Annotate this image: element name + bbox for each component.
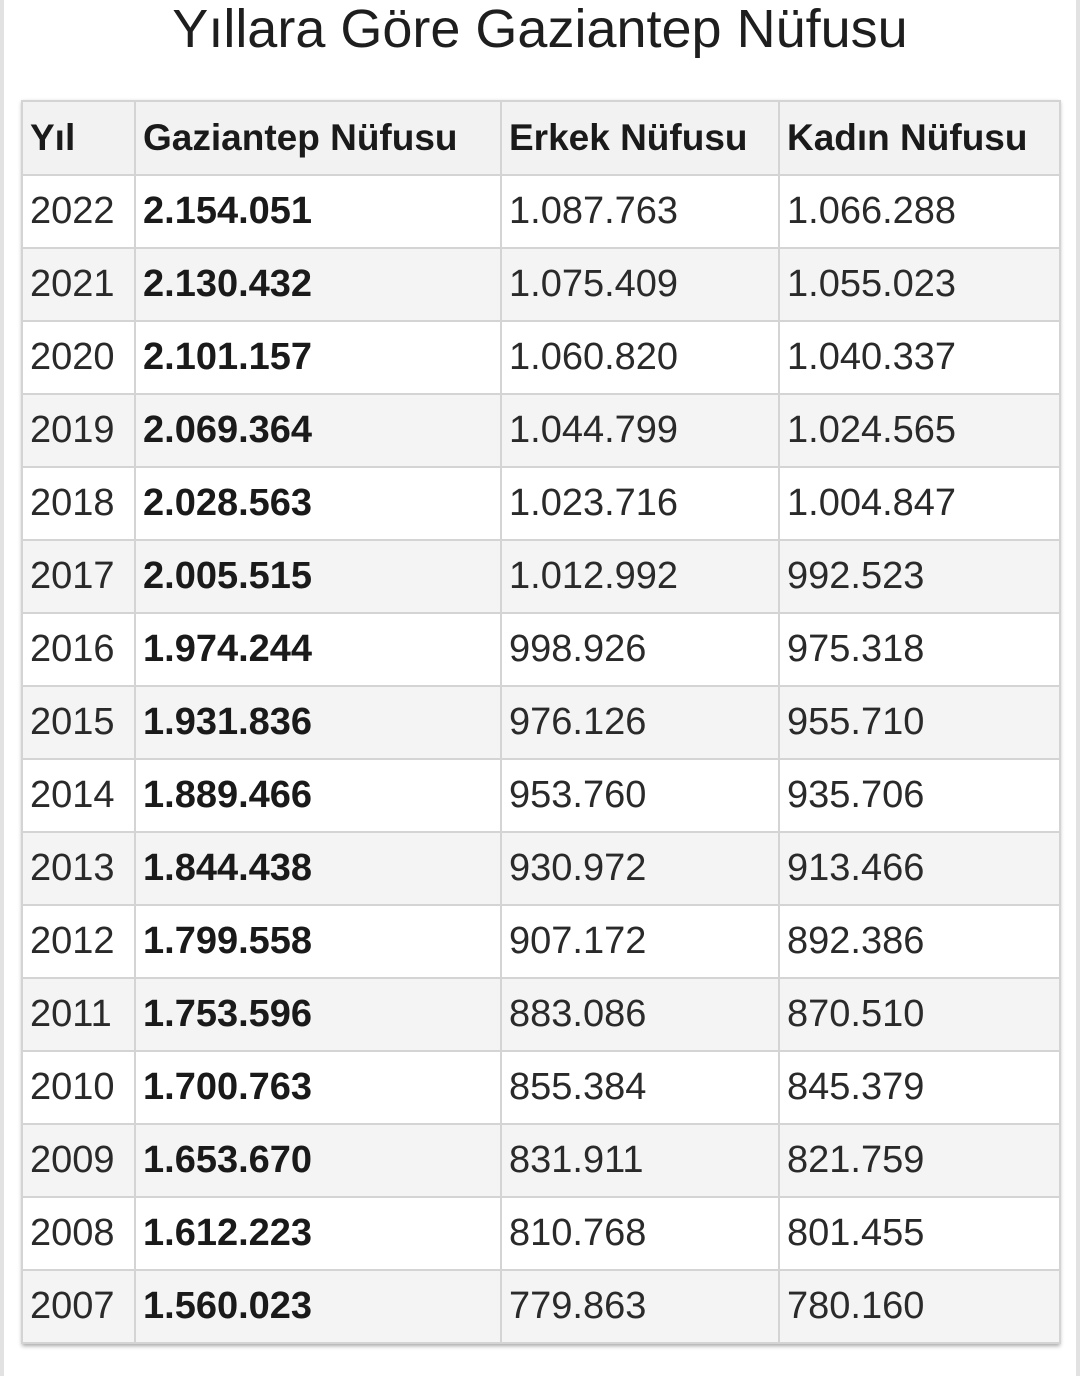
table-row: 2013 1.844.438 930.972 913.466 xyxy=(21,831,1061,906)
cell-year: 2009 xyxy=(21,1123,136,1198)
cell-female: 821.759 xyxy=(778,1123,1061,1198)
table-row: 2022 2.154.051 1.087.763 1.066.288 xyxy=(21,174,1061,249)
population-table: Yıl Gaziantep Nüfusu Erkek Nüfusu Kadın … xyxy=(21,100,1061,1344)
cell-male: 1.023.716 xyxy=(500,466,780,541)
cell-female: 955.710 xyxy=(778,685,1061,760)
cell-year: 2013 xyxy=(21,831,136,906)
cell-male: 883.086 xyxy=(500,977,780,1052)
cell-total: 1.653.670 xyxy=(134,1123,502,1198)
header-total-population: Gaziantep Nüfusu xyxy=(134,100,502,176)
table-row: 2008 1.612.223 810.768 801.455 xyxy=(21,1196,1061,1271)
cell-female: 1.004.847 xyxy=(778,466,1061,541)
cell-year: 2019 xyxy=(21,393,136,468)
cell-total: 1.753.596 xyxy=(134,977,502,1052)
table-row: 2019 2.069.364 1.044.799 1.024.565 xyxy=(21,393,1061,468)
table-row: 2014 1.889.466 953.760 935.706 xyxy=(21,758,1061,833)
table-row: 2007 1.560.023 779.863 780.160 xyxy=(21,1269,1061,1344)
cell-male: 907.172 xyxy=(500,904,780,979)
cell-year: 2007 xyxy=(21,1269,136,1344)
cell-year: 2022 xyxy=(21,174,136,249)
table-row: 2010 1.700.763 855.384 845.379 xyxy=(21,1050,1061,1125)
table-header: Yıl Gaziantep Nüfusu Erkek Nüfusu Kadın … xyxy=(21,100,1061,176)
cell-female: 780.160 xyxy=(778,1269,1061,1344)
cell-total: 1.974.244 xyxy=(134,612,502,687)
cell-year: 2020 xyxy=(21,320,136,395)
cell-total: 2.130.432 xyxy=(134,247,502,322)
cell-total: 2.101.157 xyxy=(134,320,502,395)
cell-year: 2016 xyxy=(21,612,136,687)
cell-year: 2017 xyxy=(21,539,136,614)
cell-female: 1.066.288 xyxy=(778,174,1061,249)
cell-male: 779.863 xyxy=(500,1269,780,1344)
population-table-container: Yıl Gaziantep Nüfusu Erkek Nüfusu Kadın … xyxy=(21,100,1061,1344)
cell-female: 892.386 xyxy=(778,904,1061,979)
cell-female: 1.024.565 xyxy=(778,393,1061,468)
cell-male: 1.044.799 xyxy=(500,393,780,468)
cell-female: 1.040.337 xyxy=(778,320,1061,395)
table-row: 2012 1.799.558 907.172 892.386 xyxy=(21,904,1061,979)
table-row: 2015 1.931.836 976.126 955.710 xyxy=(21,685,1061,760)
cell-female: 975.318 xyxy=(778,612,1061,687)
cell-male: 1.075.409 xyxy=(500,247,780,322)
cell-total: 1.700.763 xyxy=(134,1050,502,1125)
cell-total: 1.799.558 xyxy=(134,904,502,979)
cell-year: 2015 xyxy=(21,685,136,760)
table-row: 2020 2.101.157 1.060.820 1.040.337 xyxy=(21,320,1061,395)
cell-total: 2.005.515 xyxy=(134,539,502,614)
table-row: 2021 2.130.432 1.075.409 1.055.023 xyxy=(21,247,1061,322)
cell-female: 935.706 xyxy=(778,758,1061,833)
table-body: 2022 2.154.051 1.087.763 1.066.288 2021 … xyxy=(21,174,1061,1344)
cell-year: 2018 xyxy=(21,466,136,541)
cell-male: 831.911 xyxy=(500,1123,780,1198)
cell-male: 1.012.992 xyxy=(500,539,780,614)
cell-male: 998.926 xyxy=(500,612,780,687)
cell-female: 801.455 xyxy=(778,1196,1061,1271)
right-border xyxy=(1076,0,1080,1376)
cell-year: 2012 xyxy=(21,904,136,979)
left-border xyxy=(0,0,4,1376)
cell-year: 2014 xyxy=(21,758,136,833)
cell-female: 870.510 xyxy=(778,977,1061,1052)
cell-male: 930.972 xyxy=(500,831,780,906)
cell-total: 1.612.223 xyxy=(134,1196,502,1271)
cell-male: 855.384 xyxy=(500,1050,780,1125)
cell-female: 1.055.023 xyxy=(778,247,1061,322)
cell-total: 1.931.836 xyxy=(134,685,502,760)
cell-male: 976.126 xyxy=(500,685,780,760)
cell-total: 2.154.051 xyxy=(134,174,502,249)
header-year: Yıl xyxy=(21,100,136,176)
cell-male: 953.760 xyxy=(500,758,780,833)
table-row: 2009 1.653.670 831.911 821.759 xyxy=(21,1123,1061,1198)
table-row: 2018 2.028.563 1.023.716 1.004.847 xyxy=(21,466,1061,541)
cell-year: 2008 xyxy=(21,1196,136,1271)
cell-year: 2021 xyxy=(21,247,136,322)
cell-total: 2.069.364 xyxy=(134,393,502,468)
page-title: Yıllara Göre Gaziantep Nüfusu xyxy=(172,0,908,59)
cell-year: 2011 xyxy=(21,977,136,1052)
cell-male: 1.060.820 xyxy=(500,320,780,395)
cell-female: 913.466 xyxy=(778,831,1061,906)
table-row: 2011 1.753.596 883.086 870.510 xyxy=(21,977,1061,1052)
cell-total: 1.844.438 xyxy=(134,831,502,906)
cell-female: 992.523 xyxy=(778,539,1061,614)
cell-male: 810.768 xyxy=(500,1196,780,1271)
table-row: 2016 1.974.244 998.926 975.318 xyxy=(21,612,1061,687)
cell-year: 2010 xyxy=(21,1050,136,1125)
cell-male: 1.087.763 xyxy=(500,174,780,249)
header-row: Yıl Gaziantep Nüfusu Erkek Nüfusu Kadın … xyxy=(21,100,1061,176)
cell-female: 845.379 xyxy=(778,1050,1061,1125)
table-row: 2017 2.005.515 1.012.992 992.523 xyxy=(21,539,1061,614)
cell-total: 1.560.023 xyxy=(134,1269,502,1344)
header-female-population: Kadın Nüfusu xyxy=(778,100,1061,176)
header-male-population: Erkek Nüfusu xyxy=(500,100,780,176)
cell-total: 2.028.563 xyxy=(134,466,502,541)
cell-total: 1.889.466 xyxy=(134,758,502,833)
